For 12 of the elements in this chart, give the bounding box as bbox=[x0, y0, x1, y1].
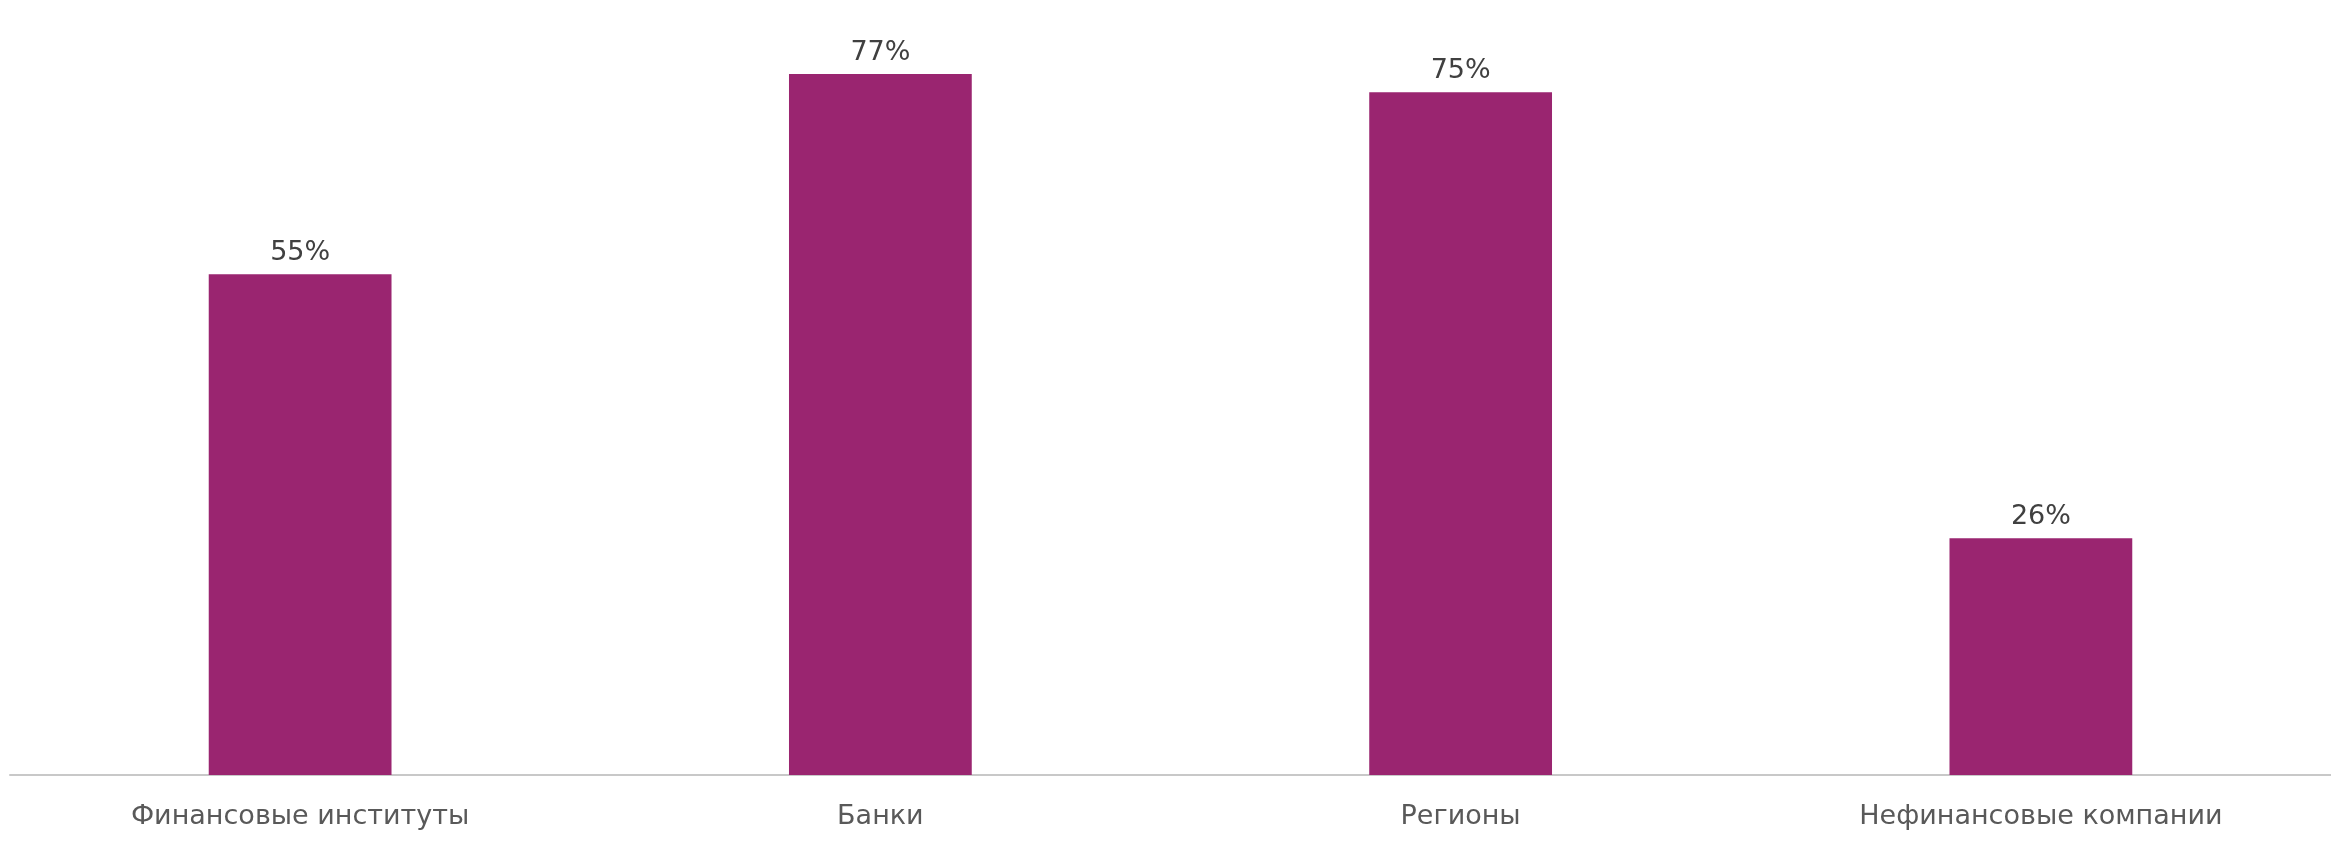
data-label: 26% bbox=[2010, 499, 2071, 531]
x-tick-label: Регионы bbox=[1400, 799, 1521, 830]
data-label: 55% bbox=[270, 235, 331, 267]
bar bbox=[1369, 92, 1553, 775]
x-tick-label: Финансовые институты bbox=[130, 799, 470, 830]
x-tick-label: Нефинансовые компании bbox=[1859, 799, 2223, 830]
bar bbox=[1949, 538, 2133, 775]
data-label: 77% bbox=[850, 35, 911, 67]
data-label: 75% bbox=[1430, 53, 1491, 85]
bar bbox=[208, 274, 392, 775]
x-tick-label: Банки bbox=[837, 799, 924, 830]
bar bbox=[788, 74, 972, 775]
